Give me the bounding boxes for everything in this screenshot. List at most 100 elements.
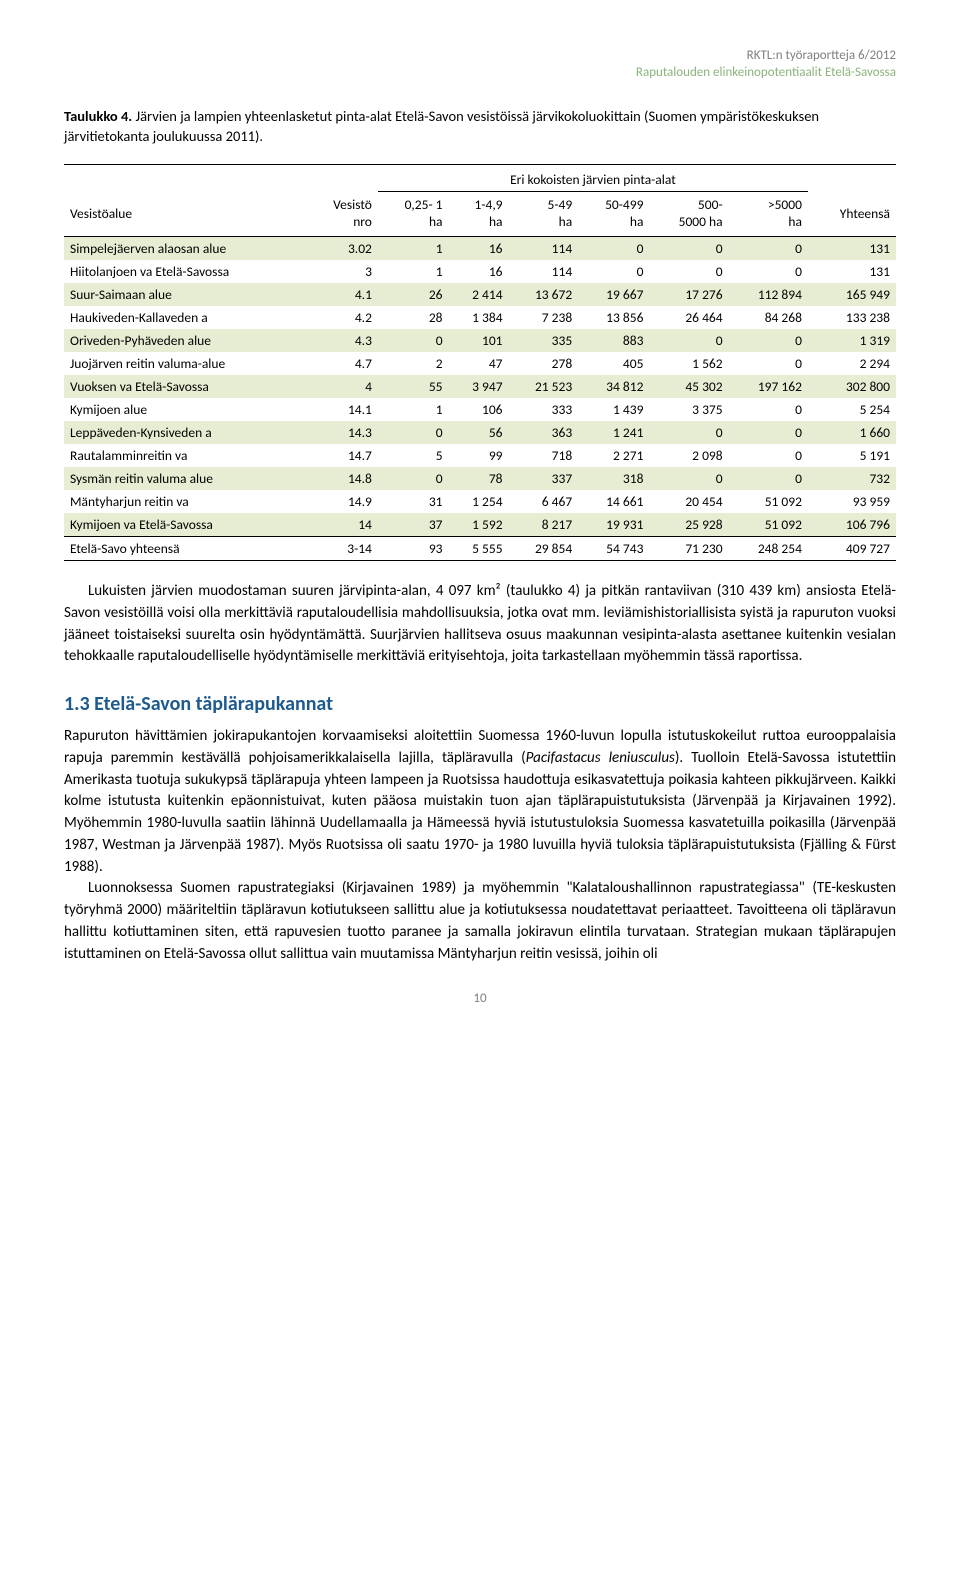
table-cell: 14.3 — [306, 421, 378, 444]
table-cell: Mäntyharjun reitin va — [64, 490, 306, 513]
table-cell: 405 — [578, 352, 649, 375]
table-cell: Hiitolanjoen va Etelä-Savossa — [64, 260, 306, 283]
table-cell: 5 555 — [449, 537, 509, 561]
paragraph-1: Lukuisten järvien muodostaman suuren jär… — [64, 581, 896, 668]
table-cell: 335 — [509, 329, 579, 352]
table-cell: 112 894 — [729, 283, 808, 306]
caption-label: Taulukko 4. — [64, 107, 132, 125]
table-cell: 13 672 — [509, 283, 579, 306]
table-cell: 93 959 — [808, 490, 896, 513]
table-cell: Vuoksen va Etelä-Savossa — [64, 375, 306, 398]
table-cell: 131 — [808, 237, 896, 261]
table-cell: 732 — [808, 467, 896, 490]
table-cell: 0 — [378, 421, 449, 444]
section-heading: 1.3 Etelä-Savon täplärapukannat — [64, 692, 896, 716]
table-cell: 4.1 — [306, 283, 378, 306]
table-cell: 5 254 — [808, 398, 896, 421]
table-cell: 29 854 — [509, 537, 579, 561]
table-cell: 1 — [378, 260, 449, 283]
table-cell: 1 241 — [578, 421, 649, 444]
table-cell: 3 — [306, 260, 378, 283]
column-header: 50-499ha — [578, 192, 649, 237]
table-cell: 5 191 — [808, 444, 896, 467]
table-cell: Etelä-Savo yhteensä — [64, 537, 306, 561]
table-cell: 4.2 — [306, 306, 378, 329]
lake-area-table: Eri kokoisten järvien pinta-alat Vesistö… — [64, 164, 896, 561]
table-cell: 14.8 — [306, 467, 378, 490]
table-cell: 0 — [378, 467, 449, 490]
table-cell: Leppäveden-Kynsiveden a — [64, 421, 306, 444]
table-cell: 51 092 — [729, 490, 808, 513]
table-cell: 3 947 — [449, 375, 509, 398]
table-cell: 718 — [509, 444, 579, 467]
table-cell: 0 — [729, 329, 808, 352]
table-cell: Kymijoen alue — [64, 398, 306, 421]
table-cell: 131 — [808, 260, 896, 283]
table-cell: 71 230 — [649, 537, 728, 561]
table-cell: 1 319 — [808, 329, 896, 352]
table-row: Hiitolanjoen va Etelä-Savossa31161140001… — [64, 260, 896, 283]
table-row: Kymijoen alue14.111063331 4393 37505 254 — [64, 398, 896, 421]
table-cell: 302 800 — [808, 375, 896, 398]
table-cell: 363 — [509, 421, 579, 444]
table-cell: 0 — [729, 421, 808, 444]
table-cell: 4.7 — [306, 352, 378, 375]
table-cell: 14.7 — [306, 444, 378, 467]
table-header-row: VesistöalueVesistönro0,25- 1ha1-4,9ha5-4… — [64, 192, 896, 237]
table-cell: 2 — [378, 352, 449, 375]
table-cell: 1 592 — [449, 513, 509, 537]
table-cell: 2 098 — [649, 444, 728, 467]
header-report-id: RKTL:n työraportteja 6/2012 — [64, 48, 896, 65]
table-row: Sysmän reitin valuma alue14.807833731800… — [64, 467, 896, 490]
table-cell: 0 — [729, 444, 808, 467]
table-cell: 51 092 — [729, 513, 808, 537]
table-cell: 25 928 — [649, 513, 728, 537]
table-cell: 26 — [378, 283, 449, 306]
table-cell: Suur-Saimaan alue — [64, 283, 306, 306]
column-header: Yhteensä — [808, 192, 896, 237]
table-cell: 1 439 — [578, 398, 649, 421]
table-cell: 34 812 — [578, 375, 649, 398]
table-cell: 2 271 — [578, 444, 649, 467]
table-cell: 28 — [378, 306, 449, 329]
table-cell: 333 — [509, 398, 579, 421]
table-cell: 106 — [449, 398, 509, 421]
table-cell: 55 — [378, 375, 449, 398]
table-cell: 45 302 — [649, 375, 728, 398]
table-superheader: Eri kokoisten järvien pinta-alat — [378, 165, 808, 192]
table-cell: 31 — [378, 490, 449, 513]
table-cell: 0 — [578, 260, 649, 283]
table-cell: 0 — [729, 467, 808, 490]
table-cell: 16 — [449, 260, 509, 283]
table-body: Simpelejäerven alaosan alue3.02116114000… — [64, 237, 896, 561]
table-cell: 21 523 — [509, 375, 579, 398]
table-cell: 7 238 — [509, 306, 579, 329]
column-header: 1-4,9ha — [449, 192, 509, 237]
table-cell: 19 931 — [578, 513, 649, 537]
caption-text: Järvien ja lampien yhteenlasketut pinta-… — [64, 107, 819, 145]
table-cell: Rautalamminreitin va — [64, 444, 306, 467]
table-cell: 8 217 — [509, 513, 579, 537]
para2-latin-name: Pacifastacus leniusculus — [526, 749, 675, 767]
table-cell: 165 949 — [808, 283, 896, 306]
table-row: Suur-Saimaan alue4.1262 41413 67219 6671… — [64, 283, 896, 306]
table-cell: 883 — [578, 329, 649, 352]
column-header: >5000ha — [729, 192, 808, 237]
table-cell: 248 254 — [729, 537, 808, 561]
table-cell: 37 — [378, 513, 449, 537]
table-cell: 409 727 — [808, 537, 896, 561]
table-cell: 101 — [449, 329, 509, 352]
table-cell: 4.3 — [306, 329, 378, 352]
table-cell: 17 276 — [649, 283, 728, 306]
table-cell: 3 375 — [649, 398, 728, 421]
table-cell: 0 — [578, 237, 649, 261]
table-cell: 1 — [378, 398, 449, 421]
table-row: Simpelejäerven alaosan alue3.02116114000… — [64, 237, 896, 261]
table-cell: 2 414 — [449, 283, 509, 306]
table-cell: 54 743 — [578, 537, 649, 561]
table-cell: 20 454 — [649, 490, 728, 513]
table-cell: 3.02 — [306, 237, 378, 261]
table-cell: 5 — [378, 444, 449, 467]
table-row: Rautalamminreitin va14.75997182 2712 098… — [64, 444, 896, 467]
page-header: RKTL:n työraportteja 6/2012 Raputalouden… — [64, 48, 896, 82]
